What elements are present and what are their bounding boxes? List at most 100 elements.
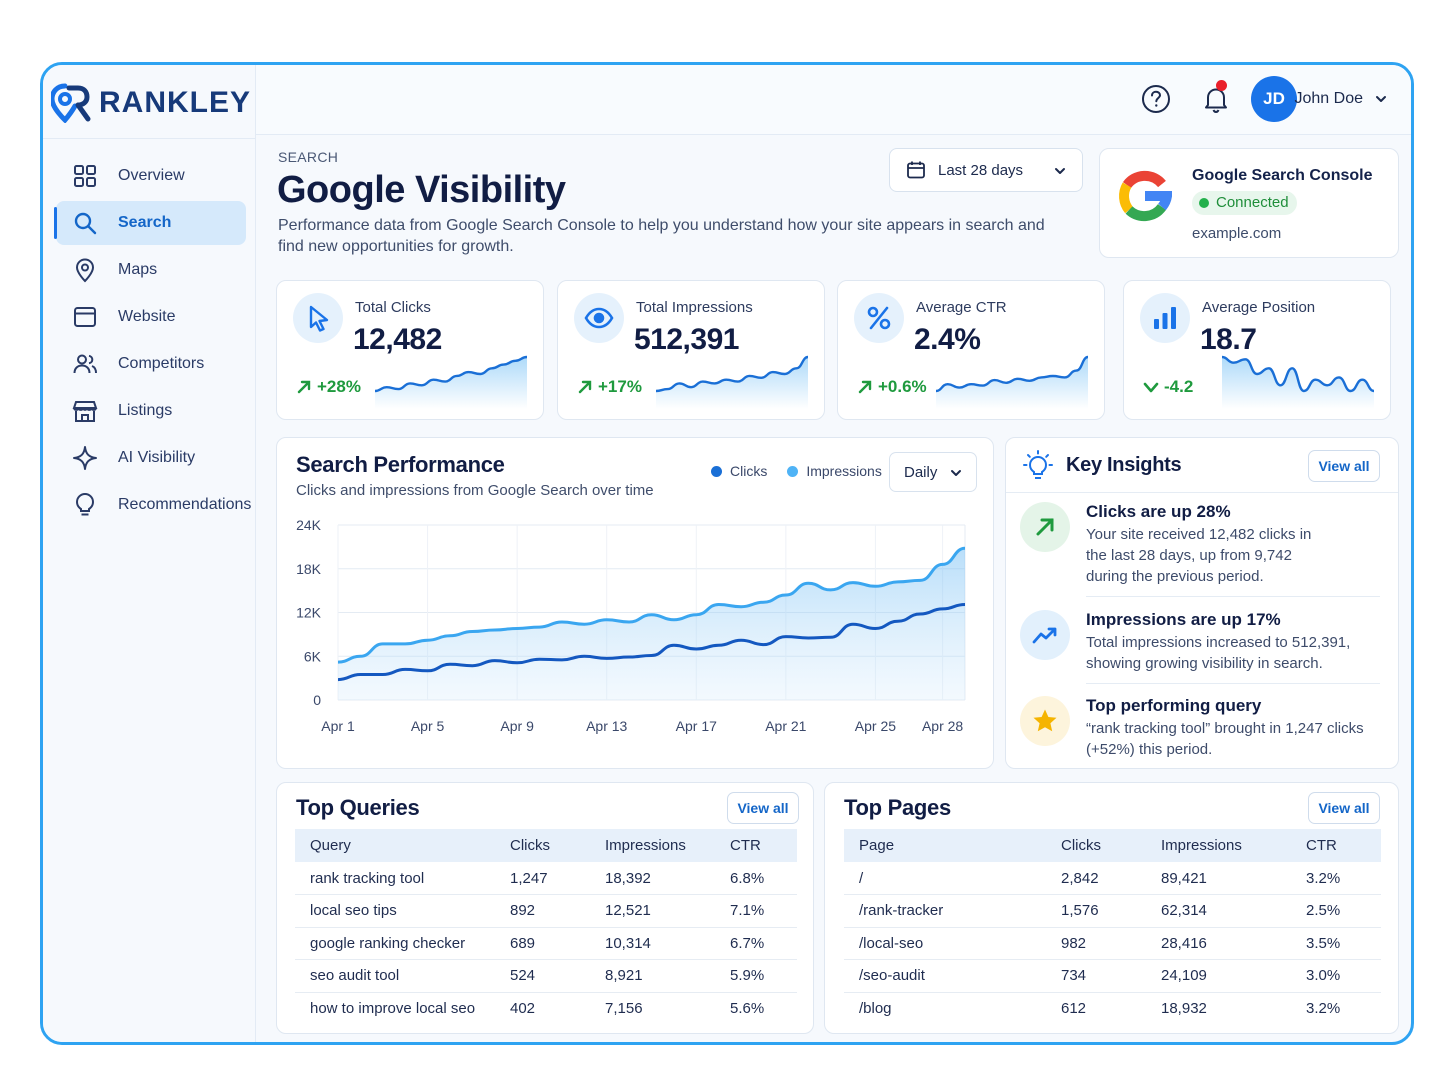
cell-ctr: 3.5% — [1306, 927, 1381, 960]
sparkline-line — [935, 355, 1089, 393]
cell-clicks: 734 — [1061, 959, 1161, 993]
insight-title: Top performing query — [1086, 696, 1262, 715]
legend-label: Impressions — [806, 463, 882, 479]
table-row[interactable]: /blog 612 18,932 3.2% — [844, 992, 1381, 1025]
sidebar-item-maps[interactable]: Maps — [56, 248, 246, 292]
top-queries-panel: Top Queries View all Query Clicks Impres… — [276, 782, 814, 1034]
lightbulb-icon — [75, 492, 95, 516]
legend-item-clicks[interactable]: Clicks — [711, 463, 767, 479]
table-row[interactable]: seo audit tool 524 8,921 5.9% — [295, 959, 797, 993]
search-console-title: Google Search Console — [1192, 167, 1373, 184]
x-tick-label: Apr 1 — [321, 718, 355, 734]
trend-up-icon — [1032, 627, 1057, 644]
sidebar-item-listings[interactable]: Listings — [56, 389, 246, 433]
cell-impressions: 10,314 — [605, 927, 730, 960]
chevron-down-icon[interactable] — [1373, 91, 1389, 107]
cell-query: local seo tips — [295, 894, 510, 928]
cell-ctr: 3.2% — [1306, 1000, 1341, 1017]
cell-impressions: 24,109 — [1161, 959, 1306, 993]
key-insights-panel: Key Insights View all Clicks are up 28% … — [1005, 437, 1399, 769]
search-console-card[interactable]: Google Search Console Connected example.… — [1099, 148, 1399, 258]
x-tick-label: Apr 5 — [411, 718, 445, 734]
view-all-queries-button[interactable]: View all — [727, 792, 799, 824]
user-name[interactable]: John Doe — [1294, 90, 1364, 107]
kpi-delta: -4.2 — [1142, 377, 1193, 397]
column-header[interactable]: Impressions — [605, 829, 730, 862]
top-pages-panel: Top Pages View all Page Clicks Impressio… — [824, 782, 1399, 1034]
sidebar-item-overview[interactable]: Overview — [56, 154, 246, 198]
table-row[interactable]: /2,842 89,421 3.2% — [844, 862, 1381, 895]
table-row[interactable]: /local-seo 982 28,416 3.5% — [844, 927, 1381, 960]
sidebar-divider — [43, 138, 255, 139]
column-header[interactable]: CTR — [730, 829, 797, 862]
cell-impressions: 89,421 — [1161, 862, 1306, 895]
granularity-select[interactable]: Daily — [889, 452, 977, 492]
arrow-up-right-icon — [858, 380, 872, 394]
help-icon[interactable] — [1141, 84, 1171, 114]
insight-icon-wrap — [1020, 610, 1070, 660]
cell-ctr: 3.2% — [1306, 862, 1381, 895]
cell-query: google ranking checker — [295, 927, 510, 960]
sidebar-item-ai-visibility[interactable]: AI Visibility — [56, 436, 246, 480]
sparkline-line — [1221, 355, 1375, 393]
avatar[interactable]: JD — [1251, 76, 1297, 122]
column-header[interactable]: Clicks — [510, 829, 605, 862]
table-row[interactable]: /rank-tracker 1,576 62,314 2.5% — [844, 894, 1381, 928]
panel-divider — [1006, 492, 1398, 493]
date-range-select[interactable]: Last 28 days — [889, 148, 1083, 192]
cell-impressions: 62,314 — [1161, 894, 1306, 928]
sidebar-item-search[interactable]: Search — [54, 201, 246, 245]
cell-impressions: 18,392 — [605, 862, 730, 895]
table-row[interactable]: how to improve local seo 402 7,156 5.6% — [295, 992, 797, 1025]
kpi-delta-value: -4.2 — [1164, 377, 1194, 396]
kpi-icon-wrap — [854, 293, 904, 343]
storefront-icon — [72, 401, 98, 422]
insight-icon-wrap — [1020, 696, 1070, 746]
table-row[interactable]: local seo tips 892 12,521 7.1% — [295, 894, 797, 928]
arrow-up-right-icon — [1036, 518, 1054, 536]
insight-text: Your site received 12,482 clicks in the … — [1086, 526, 1312, 585]
column-header[interactable]: CTR — [1306, 829, 1381, 862]
table-row[interactable]: /seo-audit 734 24,109 3.0% — [844, 959, 1381, 993]
page-title: Google Visibility — [277, 169, 566, 211]
notification-dot — [1216, 80, 1227, 91]
kpi-delta-value: +0.6% — [878, 377, 927, 396]
table-row[interactable]: google ranking checker 689 10,314 6.7% — [295, 927, 797, 960]
y-tick-label: 24K — [296, 517, 322, 533]
site-domain: example.com — [1192, 225, 1282, 242]
sidebar-item-website[interactable]: Website — [56, 295, 246, 339]
cell-query: rank tracking tool — [295, 862, 510, 895]
kpi-delta-value: +28% — [317, 377, 361, 396]
table-row[interactable]: rank tracking tool 1,247 18,392 6.8% — [295, 862, 797, 895]
logo-mark-icon — [51, 83, 91, 123]
panel-title: Top Queries — [296, 795, 420, 820]
cell-page: /rank-tracker — [844, 894, 1061, 928]
sidebar-item-recommendations[interactable]: Recommendations — [56, 483, 251, 527]
search-performance-chart: 0 6K 12K 18K 24K Apr 1 Apr 5 Apr 9 Apr 13 Apr 17 A… — [296, 517, 966, 734]
sidebar-item-label: Listings — [118, 402, 173, 419]
chart-legend: Clicks Impressions — [711, 463, 882, 479]
legend-item-impressions[interactable]: Impressions — [787, 463, 882, 479]
cell-query: seo audit tool — [295, 959, 510, 993]
insight-title: Impressions are up 17% — [1086, 610, 1281, 629]
view-all-pages-button[interactable]: View all — [1308, 792, 1380, 824]
column-header[interactable]: Query — [295, 829, 510, 862]
sidebar-item-competitors[interactable]: Competitors — [56, 342, 246, 386]
panel-title: Search Performance — [296, 452, 505, 477]
cell-impressions: 7,156 — [605, 1000, 643, 1017]
kpi-delta: +28% — [295, 377, 361, 397]
cell-clicks: 2,842 — [1061, 862, 1161, 895]
panel-subtitle: Clicks and impressions from Google Searc… — [296, 482, 654, 499]
browser-icon — [74, 307, 96, 327]
cell-page: /local-seo — [844, 927, 1061, 960]
column-header[interactable]: Page — [844, 829, 1061, 862]
column-header[interactable]: Impressions — [1161, 829, 1306, 862]
view-all-insights-button[interactable]: View all — [1308, 450, 1380, 482]
brand-logo[interactable]: RANKLEY — [51, 83, 251, 123]
cell-impressions: 8,921 — [605, 959, 730, 993]
cell-impressions: 18,932 — [1161, 1000, 1207, 1017]
kpi-value: 18.7 — [1200, 323, 1257, 356]
insight-text: “rank tracking tool” brought in 1,247 cl… — [1086, 720, 1364, 758]
sparkline-line — [374, 355, 528, 393]
column-header[interactable]: Clicks — [1061, 829, 1161, 862]
